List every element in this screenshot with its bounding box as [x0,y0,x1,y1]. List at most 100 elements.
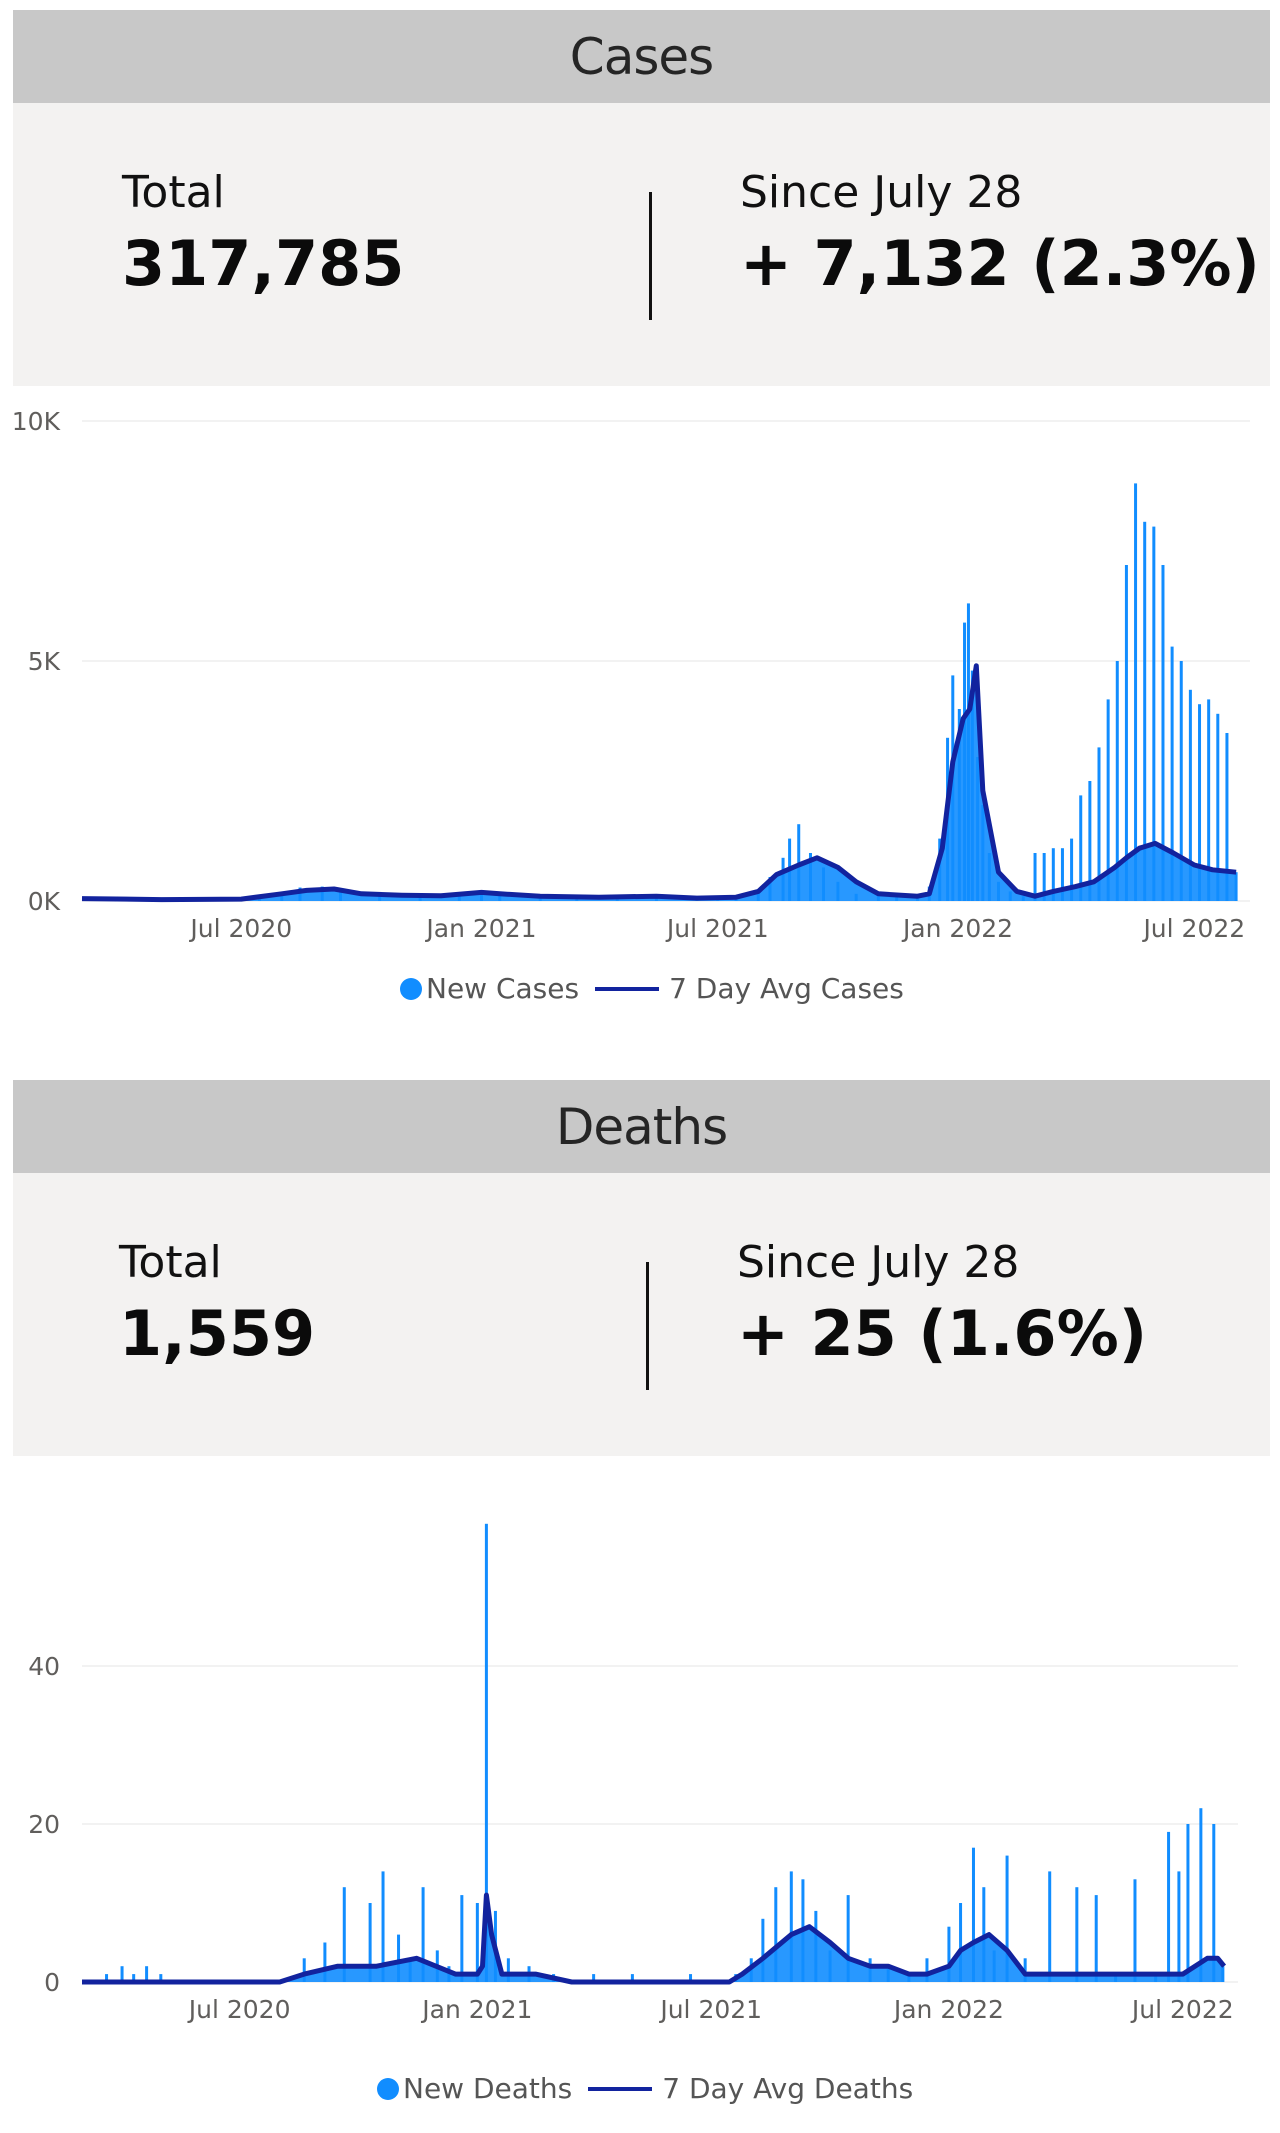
cases-x-tick-label: Jan 2021 [424,914,536,943]
cases-x-tick-label: Jan 2022 [901,914,1013,943]
cases-legend-avg-cases: 7 Day Avg Cases [669,972,904,1005]
cases-x-tick-label: Jul 2022 [1141,914,1245,943]
deaths-y-tick-label: 40 [28,1652,60,1681]
cases-chart: 0K 5K 10K Jul 2020 Jan 2021 Jul 2021 Jan 2022 J… [12,407,1250,943]
cases-bar [1143,521,1147,901]
deaths-stats-card: Total 1,559 Since July 28 + 25 (1.6%) [13,1173,1270,1456]
cases-bar [1188,689,1192,901]
cases-bar [1161,565,1165,901]
cases-x-tick-label: Jul 2021 [665,914,769,943]
cases-avg-area [82,665,1237,901]
cases-bar [1088,781,1092,901]
deaths-bar [1177,1871,1181,1982]
deaths-bar [132,1974,136,1982]
deaths-bar [1212,1824,1216,1982]
cases-bar [1070,838,1074,901]
cases-bar [1060,848,1064,901]
cases-bar [1216,713,1220,901]
cases-since-value: + 7,132 (2.3%) [740,227,1260,300]
deaths-bar [105,1974,109,1982]
deaths-bar [592,1974,596,1982]
cases-bar [1134,483,1138,901]
deaths-bar [381,1871,385,1982]
cases-bar [1198,704,1202,901]
deaths-bar [1199,1808,1203,1982]
deaths-bar [506,1958,510,1982]
deaths-since-label: Since July 28 [737,1237,1020,1288]
deaths-bar [971,1847,975,1982]
cases-bar [1225,733,1229,901]
deaths-bar [159,1974,163,1982]
deaths-header: Deaths [13,1080,1270,1173]
deaths-bar [947,1926,951,1982]
cases-divider [649,192,652,320]
deaths-bar [1133,1879,1137,1982]
cases-bar [1079,795,1083,901]
cases-x-tick-label: Jul 2020 [188,914,292,943]
cases-since-label: Since July 28 [740,167,1023,218]
deaths-bar [1075,1887,1079,1982]
cases-bar [1106,699,1110,901]
deaths-section: Deaths Total 1,559 Since July 28 + 25 (1… [0,1080,1280,2133]
deaths-bar [1186,1824,1190,1982]
cases-legend-bars-marker [400,977,422,1000]
cases-total-value: 317,785 [122,227,405,300]
deaths-bar [925,1958,929,1982]
cases-legend: New Cases 7 Day Avg Cases [400,972,904,1005]
deaths-since-value: + 25 (1.6%) [737,1297,1148,1370]
cases-bar [1170,646,1174,901]
deaths-x-tick-label: Jul 2022 [1130,1995,1234,2024]
deaths-bar [475,1903,479,1982]
cases-bar [1115,661,1119,901]
cases-bar [1179,661,1183,901]
deaths-bar [342,1887,346,1982]
cases-avg-line [81,663,1237,903]
deaths-x-tick-label: Jan 2022 [892,1995,1004,2024]
deaths-y-tick-label: 0 [44,1968,60,1997]
cases-section: Cases Total 317,785 Since July 28 + 7,13… [0,0,1280,1035]
deaths-bar [774,1887,778,1982]
cases-bar [1042,853,1046,901]
deaths-avg-line [82,1892,1227,1985]
deaths-chart: 0 20 40 Jul 2020 Jan 2021 Jul 2021 Jan 2022 Jul… [28,1523,1238,2024]
deaths-y-tick-label: 20 [28,1810,60,1839]
cases-bar [1033,853,1037,901]
cases-legend-avg-marker [595,986,660,991]
deaths-bar [302,1958,306,1982]
deaths-total-label: Total [119,1237,222,1288]
cases-y-tick-label: 5K [28,647,61,676]
cases-bar [1207,699,1211,901]
cases-total-label: Total [122,167,225,218]
deaths-legend: New Deaths 7 Day Avg Deaths [377,2072,913,2105]
deaths-total-value: 1,559 [119,1297,316,1370]
deaths-legend-bars-marker [377,2077,399,2100]
cases-y-tick-label: 10K [12,407,61,436]
deaths-bar [120,1966,124,1982]
deaths-bar [1167,1831,1171,1982]
deaths-avg-area [82,1895,1225,1982]
deaths-divider [646,1262,649,1390]
deaths-bar [761,1918,765,1982]
deaths-bar [1048,1871,1052,1982]
deaths-legend-avg-deaths: 7 Day Avg Deaths [662,2072,914,2105]
deaths-bar [789,1871,793,1982]
deaths-bar [1005,1855,1009,1982]
cases-bar [1152,526,1156,901]
deaths-bar [846,1895,850,1982]
cases-bar [1051,848,1055,901]
cases-header: Cases [13,10,1270,103]
deaths-bar [484,1523,488,1982]
deaths-x-tick-label: Jul 2020 [187,1995,291,2024]
cases-y-tick-label: 0K [28,887,61,916]
deaths-x-tick-label: Jan 2021 [420,1995,532,2024]
cases-bar [1124,565,1128,901]
cases-bar [1097,747,1101,901]
deaths-bar [145,1966,149,1982]
deaths-bar [397,1934,401,1982]
deaths-bar [323,1942,327,1982]
cases-stats-card: Total 317,785 Since July 28 + 7,132 (2.3… [13,103,1270,386]
deaths-bar [460,1895,464,1982]
deaths-bar [1094,1895,1098,1982]
deaths-bar [959,1903,963,1982]
deaths-bar [368,1903,372,1982]
